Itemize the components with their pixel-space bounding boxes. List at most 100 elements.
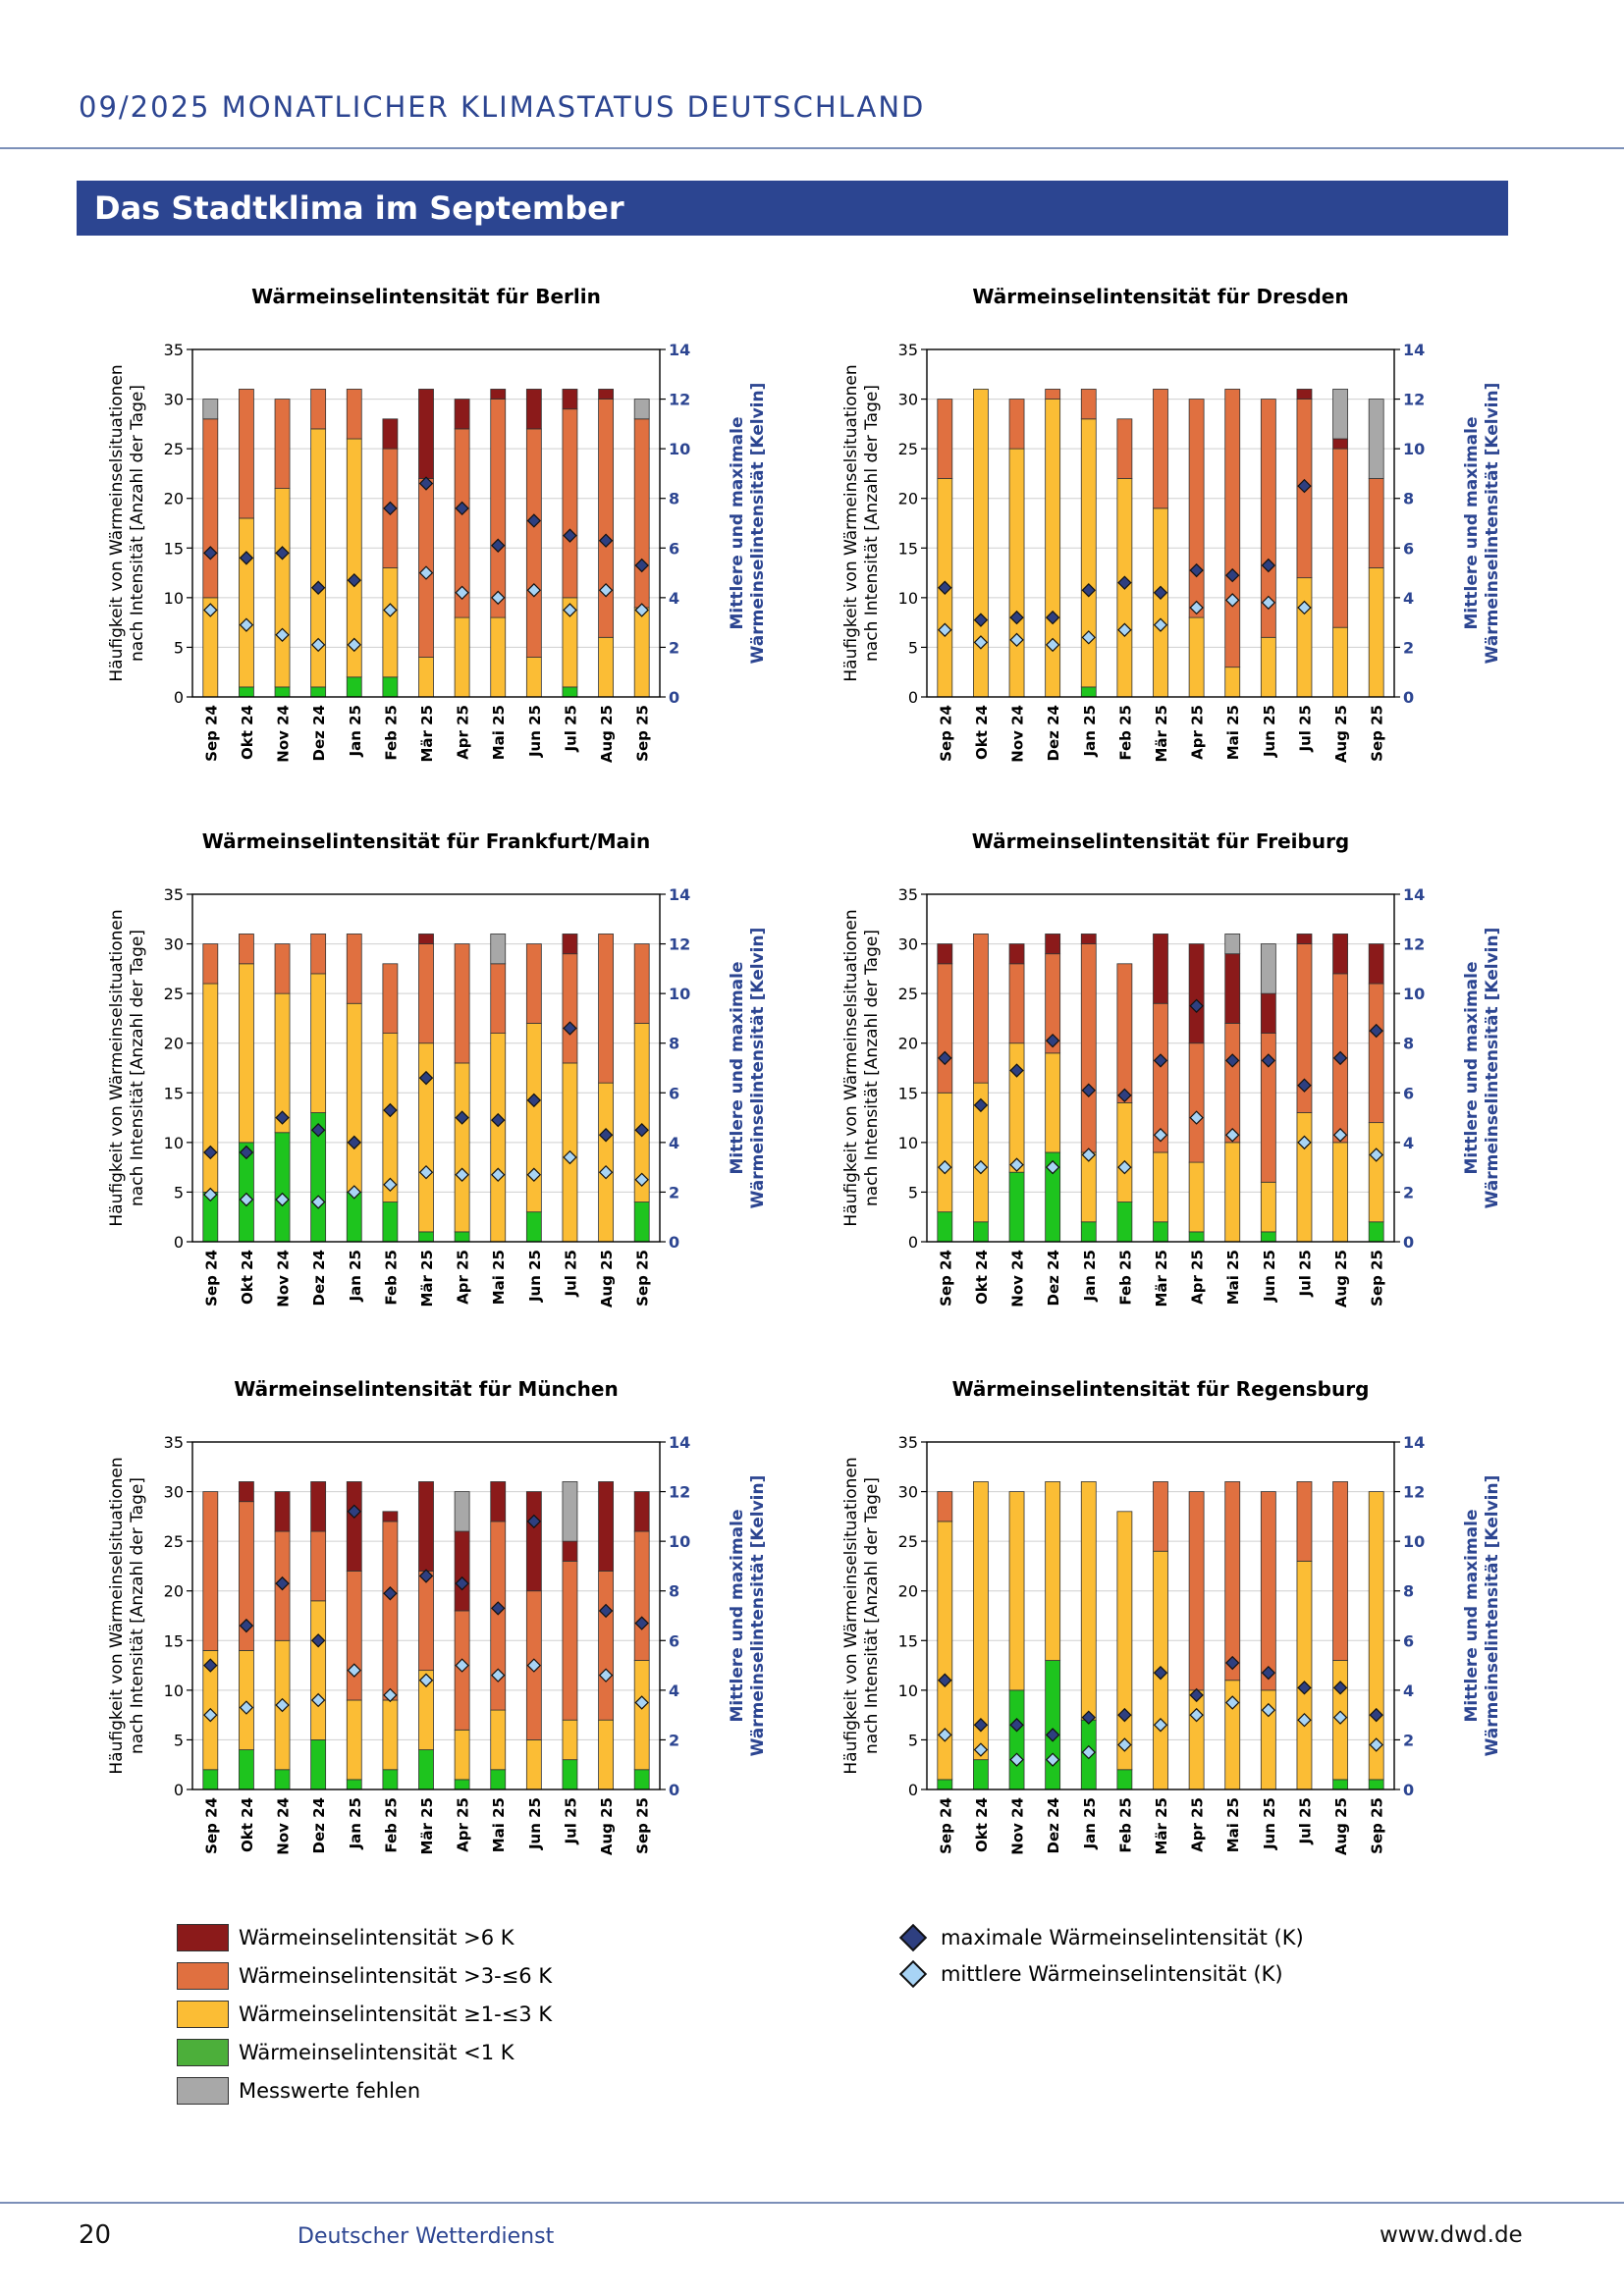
bar-segment-3to6	[598, 399, 614, 638]
left-tick-label: 30	[164, 935, 184, 954]
mean-marker	[1297, 1135, 1312, 1150]
bar-segment-lt1	[202, 1769, 219, 1790]
left-tick-label: 35	[164, 1433, 184, 1452]
category-label: Apr 25	[455, 705, 472, 760]
chart-svg: Wärmeinselintensität für Berlin051015202…	[107, 285, 768, 763]
bar-segment-1to3	[490, 1709, 507, 1771]
max-marker	[1225, 567, 1240, 583]
legend-swatch-c3	[177, 1962, 229, 1990]
bar-segment-3to6	[418, 1571, 434, 1672]
y-axis-label-line: Häufigkeit von Wärmeinselsituationen	[841, 1457, 861, 1774]
category-label: Feb 25	[382, 1797, 400, 1853]
category-label: Feb 25	[382, 705, 400, 761]
right-tick-label: 14	[669, 885, 690, 904]
bar-segment-1to3	[382, 567, 399, 678]
bar-segment-3to6	[525, 943, 542, 1024]
left-tick-label: 0	[174, 688, 184, 707]
bar-segment-gt6	[598, 1481, 614, 1572]
bar-segment-3to6	[202, 418, 219, 599]
right-tick-label: 14	[1403, 341, 1425, 359]
category-label: Jun 25	[1261, 1797, 1278, 1850]
bar-segment-lt1	[346, 1779, 362, 1790]
mean-marker	[1189, 1707, 1204, 1723]
category-label: Nov 24	[275, 1250, 293, 1308]
bar-segment-1to3	[973, 1481, 989, 1761]
bar-segment-1to3	[454, 1062, 470, 1233]
bar-segment-1to3	[1332, 626, 1348, 698]
max-marker	[1081, 1083, 1096, 1097]
y-axis-label-line: Häufigkeit von Wärmeinselsituationen	[841, 364, 861, 681]
max-marker	[455, 1110, 469, 1125]
footer-url[interactable]: www.dwd.de	[1380, 2222, 1523, 2248]
category-label: Mai 25	[490, 705, 508, 760]
left-tick-label: 10	[898, 1682, 918, 1700]
right-tick-label: 10	[669, 440, 690, 458]
chart-title: Wärmeinselintensität für München	[234, 1377, 618, 1401]
category-label: Jul 25	[1296, 1250, 1314, 1298]
bar-segment-lt1	[454, 1231, 470, 1243]
category-label: Dez 24	[1045, 705, 1062, 761]
bar-segment-3to6	[525, 428, 542, 658]
bar-segment-3to6	[1153, 389, 1168, 509]
chart-svg: Wärmeinselintensität für Freiburg 0 5 10 15 2…	[841, 829, 1502, 1308]
max-marker	[1153, 1665, 1168, 1681]
mean-marker	[1081, 630, 1096, 645]
category-label: Sep 25	[634, 1797, 652, 1854]
max-marker	[1297, 478, 1312, 494]
y-axis-label-line: Häufigkeit von Wärmeinselsituationen	[841, 909, 861, 1226]
category-label: Jul 25	[562, 1250, 579, 1298]
bar-segment-1to3	[490, 1033, 507, 1243]
bar-segment-1to3	[1080, 1481, 1097, 1721]
y2-axis-label: Mittlere und maximale Wärmeinselintensitä…	[728, 928, 768, 1209]
bar-segment-gt6	[598, 389, 614, 400]
mean-marker	[526, 1167, 542, 1182]
right-tick-label: 0	[1403, 1233, 1414, 1252]
bar-segment-1to3	[1045, 1481, 1061, 1661]
bar-segment-gt6	[418, 934, 434, 944]
bar-segment-3to6	[1153, 1481, 1168, 1552]
mean-marker	[275, 1192, 290, 1207]
category-label: Aug 25	[1332, 1250, 1350, 1308]
left-tick-label: 15	[898, 539, 918, 558]
mean-marker	[491, 590, 506, 606]
bar-segment-lt1	[239, 1749, 254, 1790]
category-label: Jan 25	[1081, 705, 1099, 757]
bar-segment-lt1	[346, 1192, 362, 1243]
category-label: Jan 25	[347, 1797, 364, 1849]
left-tick-label: 10	[164, 1134, 184, 1152]
max-marker	[347, 572, 361, 588]
category-label: Mär 25	[1153, 705, 1170, 763]
bar-segment-lt1	[382, 676, 399, 698]
y-axis-label: Häufigkeit von Wärmeinselsituationen nach…	[841, 1457, 882, 1774]
category-label: Jan 25	[347, 1250, 364, 1302]
y2-axis-label-line: Mittlere und maximale	[728, 417, 747, 630]
bar-segment-3to6	[454, 943, 470, 1064]
legend-label-c0: Wärmeinselintensität <1 K	[239, 2041, 514, 2064]
mean-marker	[418, 565, 434, 580]
category-label: Sep 25	[1369, 705, 1386, 762]
bar-segment-1to3	[1260, 1181, 1276, 1233]
bar-segment-1to3	[1153, 1151, 1168, 1223]
category-label: Jan 25	[1081, 1250, 1099, 1302]
bar-segment-lt1	[274, 686, 291, 698]
max-marker	[455, 1575, 469, 1591]
bar-segment-lt1	[239, 686, 254, 698]
category-label: Mai 25	[1224, 1250, 1242, 1305]
mean-marker	[1297, 1712, 1312, 1728]
bar-segment-3to6	[346, 389, 362, 440]
bar-segment-1to3	[1008, 1491, 1025, 1691]
bar-segment-1to3	[1224, 667, 1241, 698]
bar-segment-missing	[202, 399, 219, 420]
bar-segment-gt6	[274, 1491, 291, 1532]
max-marker	[455, 501, 469, 516]
y-axis-label: Häufigkeit von Wärmeinselsituationen nach…	[107, 1457, 147, 1774]
right-tick-label: 4	[1403, 589, 1414, 608]
category-label: Aug 25	[1332, 705, 1350, 763]
bar-segment-lt1	[937, 1211, 953, 1243]
bar-segment-1to3	[598, 636, 614, 698]
bar-segment-3to6	[1224, 1481, 1241, 1682]
bar-segment-3to6	[1008, 963, 1025, 1044]
left-tick-label: 0	[908, 1233, 918, 1252]
y2-axis-label: Mittlere und maximale Wärmeinselintensitä…	[728, 1475, 768, 1757]
bar-segment-lt1	[525, 1211, 542, 1243]
